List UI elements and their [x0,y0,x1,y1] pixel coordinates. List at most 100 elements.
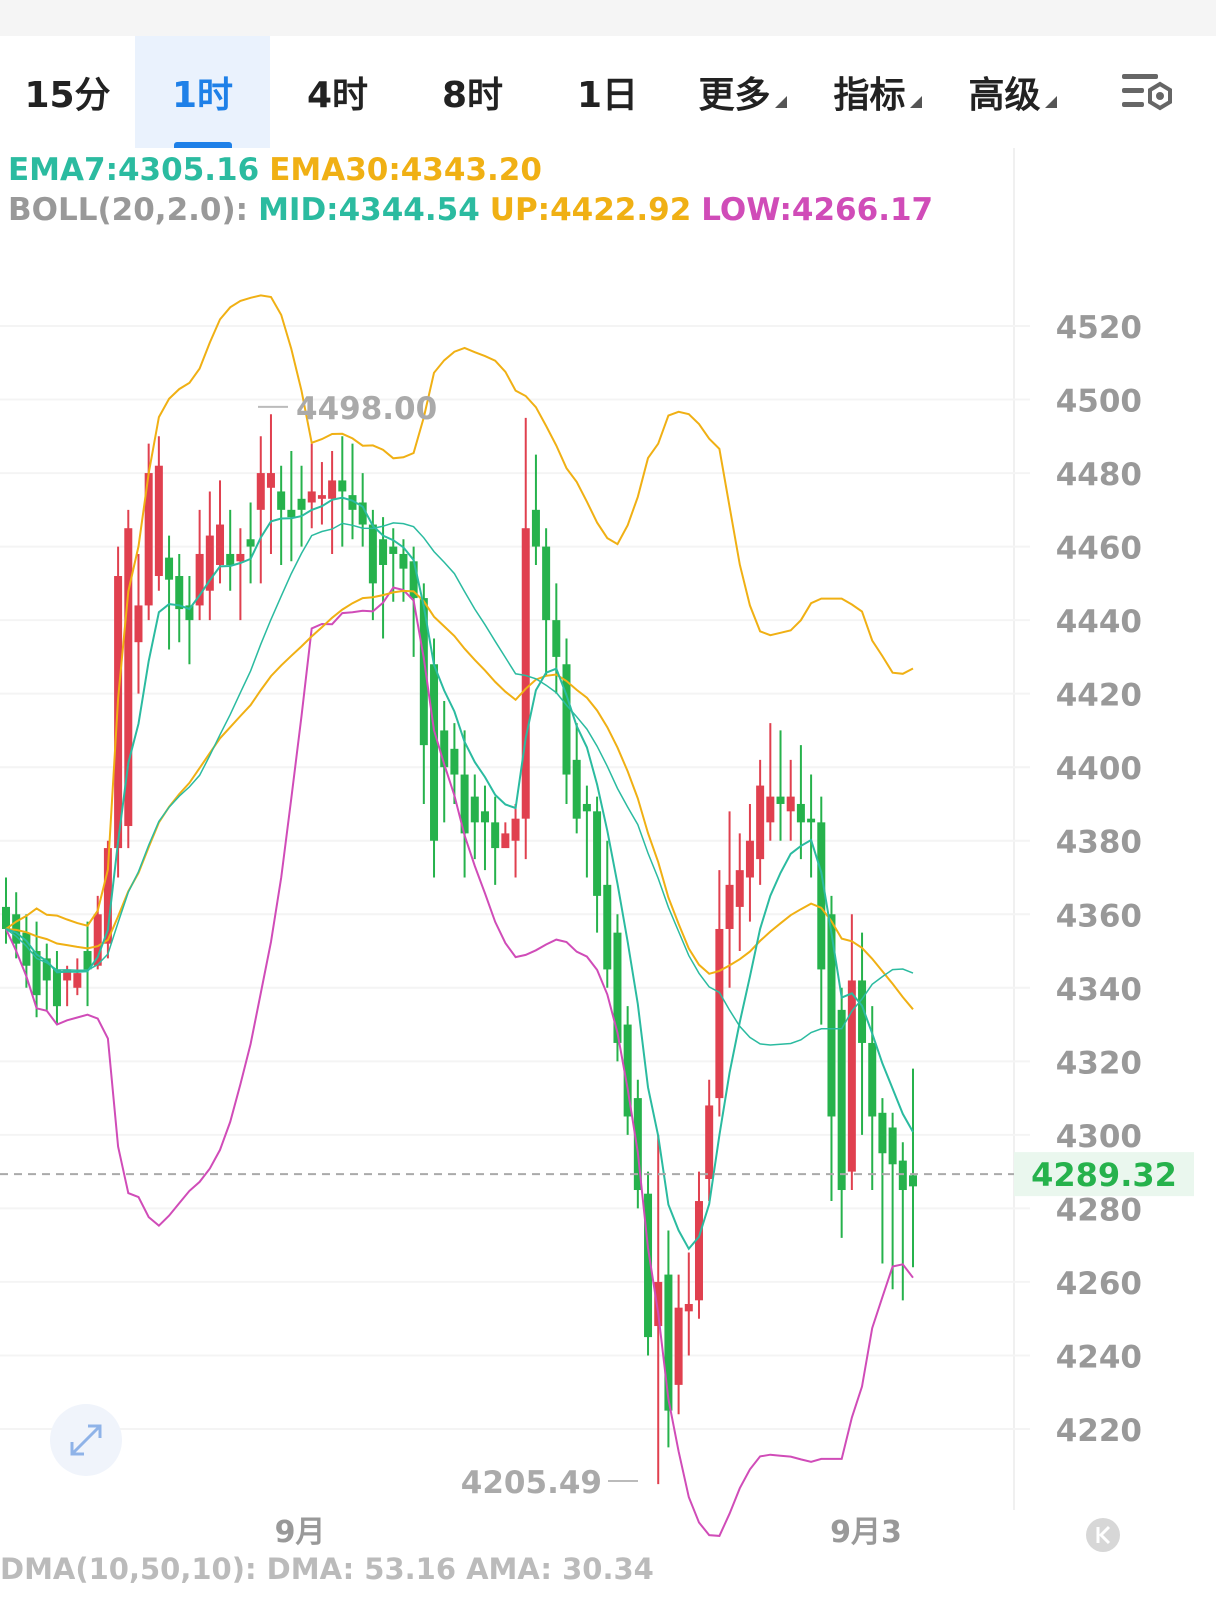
candle-body [368,524,377,584]
candle-body [735,870,744,907]
candle-body [256,473,265,510]
candle-body [664,1274,673,1411]
price-tick-label: 4300 [1056,1119,1142,1155]
price-tick-label: 4440 [1056,604,1142,640]
candle-body [572,759,581,819]
candle-body [307,491,316,503]
price-tick-label: 4240 [1056,1339,1142,1375]
candle-body [389,546,398,554]
candle-body [144,473,153,606]
candle-body [42,958,51,981]
tab-1d[interactable]: 1日 [576,75,639,116]
active-tab-indicator [173,142,232,148]
price-tick-label: 4400 [1056,751,1142,787]
candle-body [83,951,92,970]
candle-body [623,1024,632,1117]
candle-body [705,1105,714,1179]
candle-body [521,528,530,819]
candle-body [358,502,367,525]
price-tick-label: 4480 [1056,457,1142,493]
candle-body [613,932,622,1043]
chart-settings-icon[interactable] [1120,68,1176,120]
tab-15min[interactable]: 15分 [24,75,111,116]
price-tick-label: 4260 [1056,1266,1142,1302]
candle-body [694,1201,703,1301]
tab-4h[interactable]: 4时 [306,75,369,116]
candle-body [603,884,612,970]
boll-mid: MID:4344.54 [258,192,480,228]
candle-body [470,796,479,823]
candle-body [511,818,520,841]
candle-body [175,576,184,610]
price-tick-label: 4220 [1056,1413,1142,1449]
candle-body [93,914,102,966]
candle-body [379,539,388,565]
boll-upper-line [5,294,914,930]
candle-body [542,546,551,621]
candle-body [63,969,72,981]
candle-body [715,928,724,1099]
tab-advanced[interactable]: 高级 [945,36,1080,148]
candle-body [745,840,754,878]
candle-body [460,774,469,834]
dma-indicator-legend: DMA(10,50,10): DMA: 53.16 AMA: 30.34 [0,1552,654,1586]
candle-body [266,473,275,488]
candle-body [827,914,836,1117]
dropdown-corner-icon [909,96,922,108]
candle-body [154,465,163,577]
dropdown-corner-icon [774,96,787,108]
dropdown-corner-icon [1044,96,1057,108]
tab-indicators[interactable]: 指标 [810,36,945,148]
ema30-value: EMA30:4343.20 [269,152,542,188]
low-price-annotation: 4205.49 [461,1465,602,1501]
price-tick-label: 4320 [1056,1045,1142,1081]
candle-body [868,1042,877,1117]
price-tick-label: 4280 [1056,1192,1142,1228]
boll-legend: BOLL(20,2.0): MID:4344.54 UP:4422.92 LOW:42… [8,192,943,228]
candle-body [684,1303,693,1312]
candle-body [654,1281,663,1327]
current-price-tag [1014,1152,1194,1197]
candle-body [582,803,591,812]
candle-body [2,906,10,929]
price-tick-label: 4340 [1056,972,1142,1008]
tab-8h[interactable]: 8时 [441,75,504,116]
candle-body [409,561,418,599]
boll-low: LOW:4266.17 [701,192,934,228]
candle-body [562,664,571,775]
tab-more[interactable]: 更多 [675,36,810,148]
candle-body [317,495,326,499]
candle-body [531,509,540,547]
candle-body [644,1193,653,1338]
candle-body [134,605,143,643]
candle-body [195,553,204,606]
current-price-label: 4289.32 [1031,1156,1177,1194]
high-price-annotation: 4498.00 [296,391,437,427]
candle-body [236,553,245,562]
candle-body [450,748,459,775]
price-tick-label: 4460 [1056,531,1142,567]
candle-body [501,833,510,849]
boll-name: BOLL(20,2.0): [8,192,249,228]
candle-body [776,796,785,804]
candle-body [399,553,408,569]
candle-body [246,539,255,547]
ema7-value: EMA7:4305.16 [8,152,260,188]
candle-body [440,730,449,768]
candle-body [888,1127,897,1165]
candle-body [725,884,734,929]
candle-body [328,480,337,499]
candle-body [32,951,41,996]
candle-body [205,535,214,591]
candle-body [338,480,347,492]
price-tick-label: 4380 [1056,825,1142,861]
candle-body [674,1307,683,1385]
tab-1h[interactable]: 1时 [135,36,270,148]
candle-body [419,598,428,746]
expand-icon [70,1424,102,1456]
candle-body [73,973,82,988]
candle-body [185,605,194,621]
date-label: 9月 [275,1515,326,1550]
candle-body [103,848,112,944]
